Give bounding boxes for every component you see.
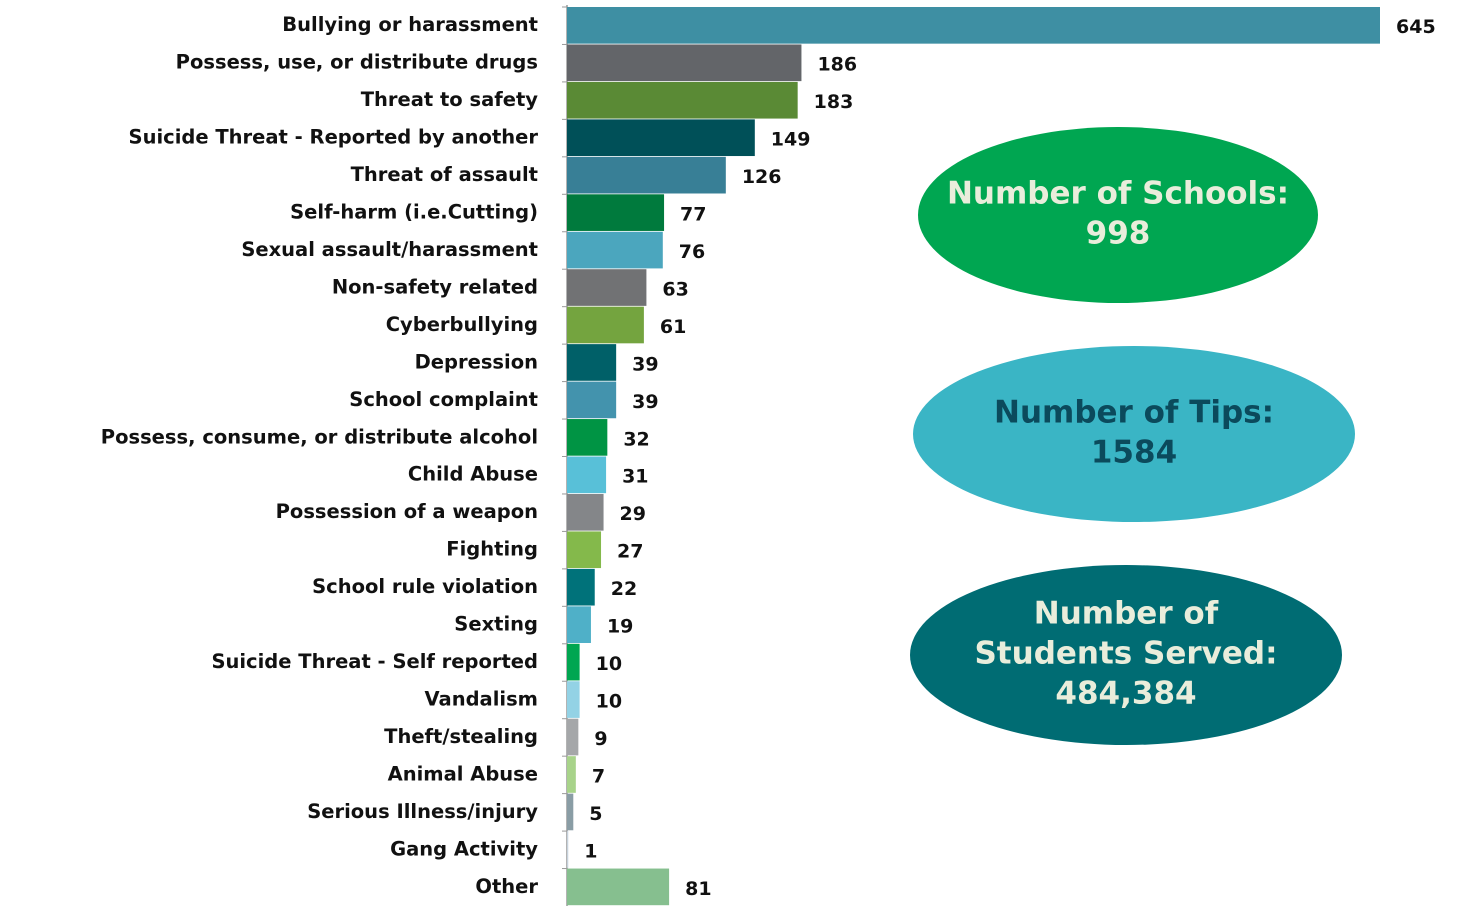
stat-text: Number of xyxy=(1034,596,1219,632)
stat-ellipse xyxy=(910,565,1342,745)
category-label: Vandalism xyxy=(425,687,538,710)
category-label: Theft/stealing xyxy=(384,725,538,748)
bar xyxy=(567,756,576,793)
category-label: Fighting xyxy=(446,538,538,561)
category-label: Gang Activity xyxy=(390,837,538,860)
value-label: 63 xyxy=(662,278,688,300)
category-label: Threat of assault xyxy=(351,163,538,186)
bar xyxy=(567,381,617,419)
bar xyxy=(567,568,595,606)
value-label: 183 xyxy=(814,91,854,113)
category-label: Depression xyxy=(415,350,538,373)
value-label: 39 xyxy=(632,391,658,413)
bar xyxy=(567,156,726,194)
bar xyxy=(567,119,755,157)
bar xyxy=(567,306,644,344)
bar xyxy=(567,269,647,306)
value-label: 10 xyxy=(596,653,622,675)
stat-text: Number of Tips: xyxy=(994,395,1274,431)
value-label: 149 xyxy=(771,129,811,151)
bar xyxy=(567,344,617,381)
category-label: Suicide Threat - Reported by another xyxy=(129,126,539,149)
value-label: 32 xyxy=(623,428,649,450)
value-label: 7 xyxy=(592,765,605,787)
category-label: Bullying or harassment xyxy=(282,13,538,36)
bar xyxy=(567,718,579,756)
value-label: 27 xyxy=(617,541,643,563)
bar xyxy=(567,868,670,906)
category-label: Possess, use, or distribute drugs xyxy=(176,51,538,74)
bar xyxy=(567,231,663,269)
value-label: 19 xyxy=(607,616,633,638)
value-label: 61 xyxy=(660,316,686,338)
category-label: Non-safety related xyxy=(332,275,538,298)
stat-ellipse xyxy=(918,127,1318,303)
category-label: Possession of a weapon xyxy=(276,500,538,523)
category-label: Self-harm (i.e.Cutting) xyxy=(290,201,538,224)
value-label: 22 xyxy=(611,578,637,600)
bar xyxy=(567,793,574,831)
category-label: School complaint xyxy=(349,388,538,411)
value-label: 29 xyxy=(620,503,646,525)
bar xyxy=(567,643,580,681)
value-label: 1 xyxy=(584,840,597,862)
category-label: Possess, consume, or distribute alcohol xyxy=(101,425,538,448)
bar xyxy=(567,493,604,531)
category-label: Sexting xyxy=(454,613,538,636)
value-label: 31 xyxy=(622,466,648,488)
bar xyxy=(567,681,580,718)
stat-text: 484,384 xyxy=(1055,676,1196,712)
value-label: 9 xyxy=(594,728,607,750)
bar xyxy=(567,194,665,231)
stat-text: Students Served: xyxy=(974,636,1277,672)
bar xyxy=(567,606,591,643)
value-label: 10 xyxy=(596,690,622,712)
value-label: 81 xyxy=(685,878,711,900)
bar xyxy=(567,81,798,119)
value-label: 77 xyxy=(680,204,706,226)
bar xyxy=(567,831,569,868)
category-label: Cyberbullying xyxy=(386,313,538,336)
category-label: Child Abuse xyxy=(408,463,538,486)
category-label: Other xyxy=(475,875,538,898)
bar xyxy=(567,7,1380,44)
category-label: Sexual assault/harassment xyxy=(241,238,538,261)
stat-text: 998 xyxy=(1086,216,1151,252)
bar xyxy=(567,456,607,494)
category-label: Serious Illness/injury xyxy=(307,800,538,823)
category-label: Threat to safety xyxy=(361,88,539,111)
value-label: 186 xyxy=(817,54,857,76)
category-label: School rule violation xyxy=(312,575,538,598)
bar xyxy=(567,419,608,456)
bar xyxy=(567,531,602,569)
value-label: 39 xyxy=(632,353,658,375)
value-label: 76 xyxy=(679,241,705,263)
value-label: 645 xyxy=(1396,16,1436,38)
category-label: Animal Abuse xyxy=(388,762,538,785)
bar xyxy=(567,44,802,82)
stat-text: Number of Schools: xyxy=(947,176,1289,212)
stat-text: 1584 xyxy=(1091,435,1177,471)
stat-ellipse xyxy=(913,346,1355,522)
category-label: Suicide Threat - Self reported xyxy=(211,650,538,673)
value-label: 5 xyxy=(589,803,602,825)
value-label: 126 xyxy=(742,166,782,188)
